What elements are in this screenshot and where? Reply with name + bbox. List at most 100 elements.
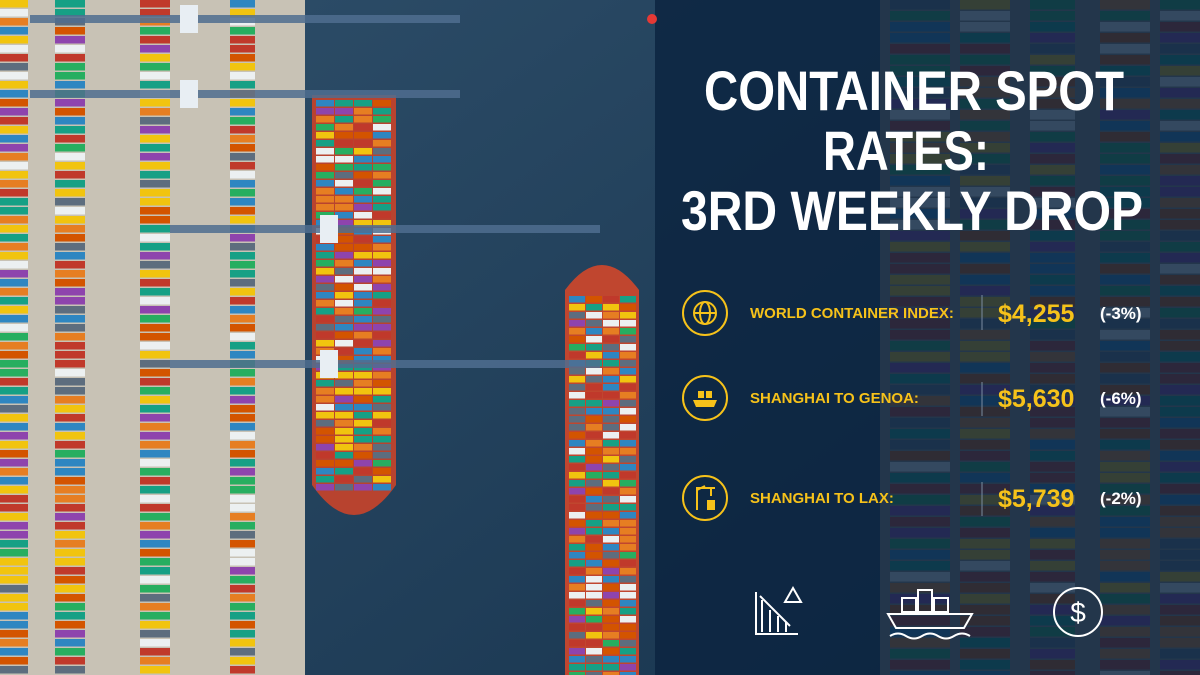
container — [373, 284, 391, 291]
container — [373, 124, 391, 131]
container — [316, 388, 334, 395]
container — [0, 540, 28, 548]
container — [586, 520, 602, 527]
container — [316, 300, 334, 307]
container — [603, 392, 619, 399]
container — [586, 296, 602, 303]
container — [230, 567, 255, 575]
container — [0, 549, 28, 557]
container — [140, 153, 170, 161]
container — [316, 244, 334, 251]
container — [620, 576, 636, 583]
container — [620, 320, 636, 327]
container — [230, 486, 255, 494]
container — [354, 420, 372, 427]
title-line: RATES: — [823, 119, 989, 182]
container — [569, 568, 585, 575]
container — [0, 81, 28, 89]
container — [0, 90, 28, 98]
container — [140, 630, 170, 638]
container — [354, 308, 372, 315]
container — [230, 504, 255, 512]
container — [354, 276, 372, 283]
container — [354, 348, 372, 355]
container — [0, 378, 28, 386]
container — [316, 332, 334, 339]
container — [335, 300, 353, 307]
container — [335, 388, 353, 395]
container — [335, 220, 353, 227]
container — [620, 624, 636, 631]
container — [0, 45, 28, 53]
crane-icon — [682, 475, 728, 521]
container — [140, 81, 170, 89]
container — [373, 132, 391, 139]
container — [230, 612, 255, 620]
container — [0, 207, 28, 215]
container — [55, 531, 85, 539]
container — [230, 288, 255, 296]
container — [354, 156, 372, 163]
container — [0, 135, 28, 143]
container — [586, 392, 602, 399]
container — [55, 342, 85, 350]
container — [586, 440, 602, 447]
container — [586, 344, 602, 351]
container — [569, 608, 585, 615]
container — [620, 440, 636, 447]
container — [55, 126, 85, 134]
container — [55, 180, 85, 188]
container — [569, 296, 585, 303]
container — [373, 276, 391, 283]
container — [55, 117, 85, 125]
container — [335, 244, 353, 251]
container — [0, 441, 28, 449]
container — [316, 468, 334, 475]
container — [0, 369, 28, 377]
container — [569, 320, 585, 327]
container — [603, 640, 619, 647]
container — [316, 316, 334, 323]
container — [620, 560, 636, 567]
container — [586, 616, 602, 623]
container — [354, 116, 372, 123]
container — [569, 480, 585, 487]
container — [586, 552, 602, 559]
container — [335, 260, 353, 267]
container — [316, 436, 334, 443]
cargo-ship-icon — [886, 589, 974, 640]
container — [335, 276, 353, 283]
container — [0, 216, 28, 224]
container — [0, 360, 28, 368]
container — [0, 162, 28, 170]
container — [620, 368, 636, 375]
container — [569, 640, 585, 647]
container — [354, 356, 372, 363]
container — [603, 384, 619, 391]
container — [373, 452, 391, 459]
container — [140, 252, 170, 260]
container — [140, 567, 170, 575]
container — [55, 396, 85, 404]
container — [0, 243, 28, 251]
container — [373, 164, 391, 171]
container — [0, 594, 28, 602]
container — [603, 544, 619, 551]
container — [140, 594, 170, 602]
container — [354, 444, 372, 451]
container — [620, 376, 636, 383]
container — [335, 340, 353, 347]
container — [335, 428, 353, 435]
container — [230, 432, 255, 440]
container — [140, 468, 170, 476]
container — [55, 648, 85, 656]
container — [569, 600, 585, 607]
container — [0, 495, 28, 503]
container — [0, 504, 28, 512]
container — [335, 444, 353, 451]
container — [569, 520, 585, 527]
container — [230, 387, 255, 395]
container — [0, 567, 28, 575]
container — [603, 584, 619, 591]
container — [373, 140, 391, 147]
